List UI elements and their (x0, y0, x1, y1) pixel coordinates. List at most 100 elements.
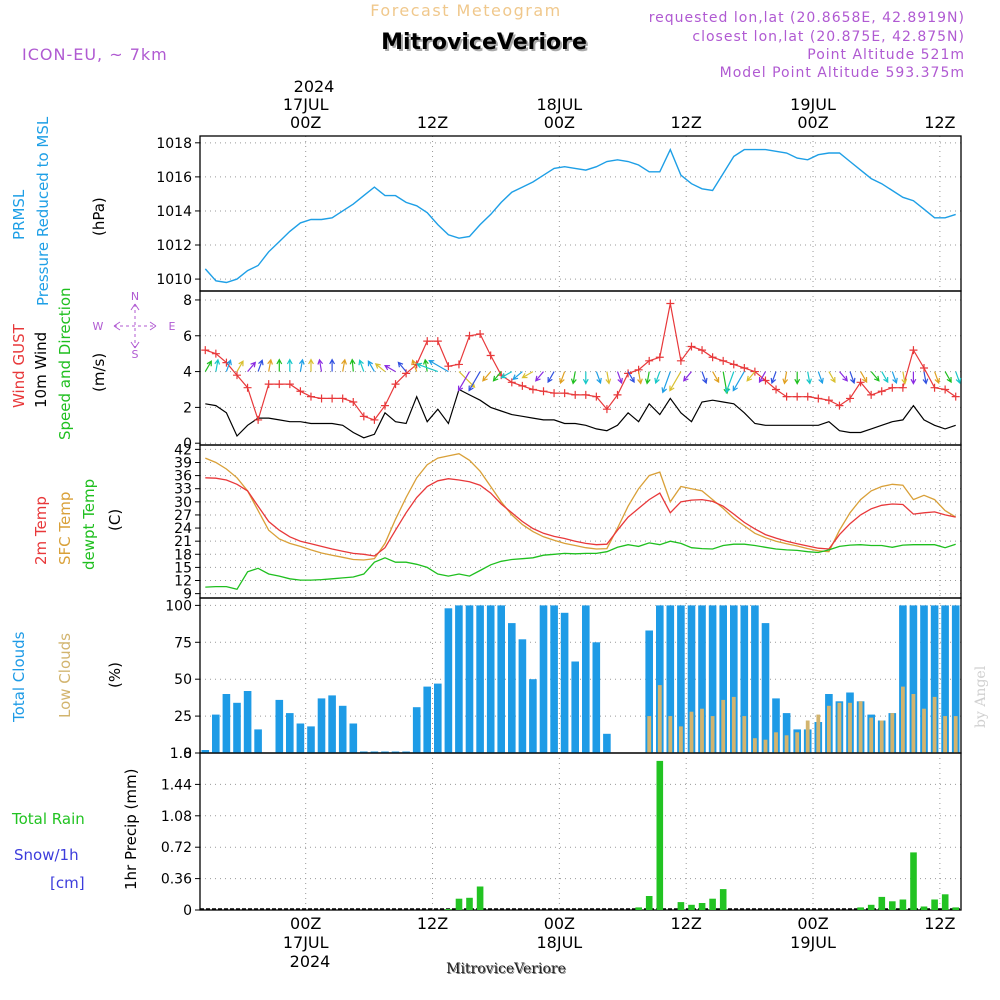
gust-marker (846, 394, 855, 403)
wind-direction-arrow (308, 358, 314, 372)
gust-marker (624, 369, 633, 378)
wind-direction-arrow (298, 358, 305, 372)
bottom-hour-label: 12Z (924, 914, 955, 933)
temperature-ytick-label: 39 (174, 455, 192, 471)
total-cloud-bar (444, 608, 453, 753)
low-cloud-bar (816, 714, 821, 753)
total-cloud-bar (560, 612, 569, 753)
low-cloud-bar (647, 716, 652, 753)
compass-s: S (132, 348, 139, 361)
wind-direction-arrow (794, 371, 801, 385)
wind-ytick-label: 2 (183, 400, 192, 416)
wind-direction-arrow (605, 371, 612, 385)
wind-direction-arrow (482, 371, 492, 382)
gust-marker (201, 346, 210, 355)
pressure-unit: (hPa) (90, 197, 108, 236)
wind-direction-arrow (955, 371, 962, 385)
total-cloud-bar (381, 751, 389, 753)
low-cloud-bar (700, 708, 704, 753)
total-cloud-bar (899, 605, 907, 753)
gust-marker (655, 353, 664, 362)
gust-marker (507, 378, 516, 387)
total-cloud-bar (391, 751, 400, 753)
low-cloud-bar (774, 732, 778, 753)
pressure-ytick-label: 1016 (156, 170, 192, 186)
wind-direction-arrow (732, 371, 745, 392)
bottom-hour-label: 12Z (671, 914, 702, 933)
low-cloud-bar (869, 717, 874, 753)
gust-marker (602, 405, 611, 414)
bottom-date-label: 17JUL (283, 933, 329, 952)
low-cloud-bar (848, 702, 852, 753)
pressure-ytick-label: 1012 (156, 238, 192, 254)
low-cloud-bar (932, 696, 937, 753)
gust-marker (814, 394, 823, 403)
rain-bar (931, 899, 938, 910)
clouds-ytick-label: 25 (174, 709, 192, 725)
gust-marker (909, 346, 918, 355)
gust-marker (581, 390, 590, 399)
total-cloud-bar (740, 605, 749, 753)
precip-label-cm: [cm] (50, 874, 85, 892)
pressure-label-msl: Pressure Reduced to MSL (34, 116, 52, 306)
clouds-label-low: Low Clouds (56, 633, 74, 718)
wind-direction-arrow (559, 371, 566, 385)
location-title-shadow: MitroviceVeriore (383, 32, 589, 57)
pressure-ytick-label: 1014 (156, 204, 192, 220)
total-cloud-bar (508, 623, 516, 753)
wind-direction-arrow (701, 371, 708, 385)
gust-marker (592, 392, 601, 401)
low-cloud-bar (805, 720, 810, 753)
wind-label-10m: 10m Wind (32, 332, 50, 408)
temp-unit: (C) (106, 509, 124, 531)
total-cloud-bar (349, 723, 358, 753)
total-cloud-bar (434, 683, 442, 753)
footer-location: MitroviceVeriore (446, 961, 566, 977)
gust-marker (708, 353, 717, 362)
gust-marker (359, 412, 368, 421)
total-cloud-bar (233, 702, 241, 753)
compass-arrowheads (113, 303, 157, 349)
rain-bar (445, 909, 452, 910)
wind-direction-arrow (582, 371, 589, 385)
precip-label-rain: Total Rain (11, 810, 85, 828)
wind-direction-arrow (492, 371, 502, 382)
temp-label-sfc: SFC Temp (56, 492, 74, 565)
wind-direction-arrow (267, 358, 273, 372)
gust-marker (888, 383, 897, 392)
gust-marker (941, 385, 950, 394)
low-cloud-bar (753, 738, 757, 753)
low-cloud-bar (879, 720, 884, 753)
temperature-ytick-label: 27 (174, 508, 192, 524)
forecast-title: Forecast Meteogram (370, 1, 561, 20)
compass-w: W (93, 320, 104, 333)
low-cloud-bar (763, 739, 768, 753)
gust-marker (328, 394, 337, 403)
wind-direction-arrow (384, 364, 396, 373)
gust-marker (719, 356, 728, 365)
top-year-label: 2024 (294, 77, 335, 96)
wind-direction-arrow (881, 371, 889, 384)
gust-marker (243, 383, 252, 392)
low-cloud-bar (742, 716, 747, 753)
total-cloud-bar (243, 691, 252, 753)
wind-direction-arrow (770, 371, 777, 385)
wind-direction-arrow (627, 371, 635, 384)
total-cloud-bar (402, 751, 410, 753)
rain-bar (466, 897, 473, 910)
gust-marker (571, 390, 580, 399)
gust-marker (433, 337, 442, 346)
gust-marker (560, 389, 569, 398)
total-cloud-bar (550, 605, 558, 753)
total-cloud-bar (338, 705, 347, 753)
temperature-labels: 2m Temp SFC Temp dewpt Temp (C) (32, 479, 124, 570)
wind-ytick-label: 4 (183, 365, 192, 381)
rain-bar (455, 898, 463, 910)
wind-direction-arrow (782, 371, 789, 385)
temperature-ytick-label: 30 (174, 495, 192, 511)
precip-label-snow: Snow/1h (14, 846, 79, 864)
gust-marker (930, 383, 939, 392)
total-cloud-bar (286, 713, 294, 753)
wind-direction-arrow (616, 371, 623, 385)
gust-marker (275, 380, 284, 389)
